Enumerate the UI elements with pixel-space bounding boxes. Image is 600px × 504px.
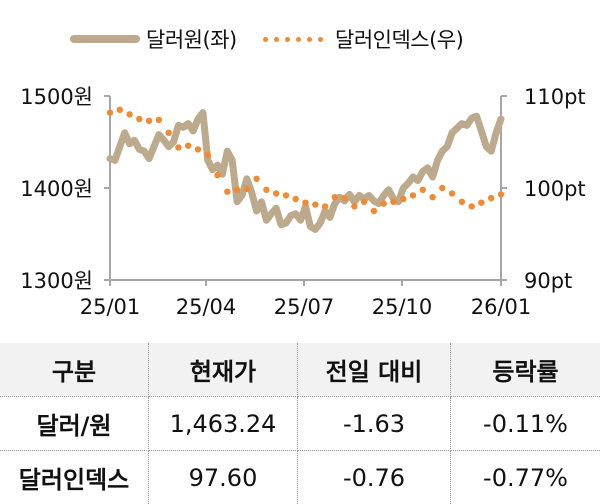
left-tick-1300: 1300원 [20,269,93,293]
row-rate: -0.11% [450,396,600,451]
x-tick-2501: 25/01 [80,295,141,319]
legend-label-krw: 달러원(좌) [146,28,237,52]
col-header-rate: 등락률 [450,343,600,397]
table-row: 달러/원 1,463.24 -1.63 -0.11% [0,396,600,451]
legend-line-swatch [70,35,140,43]
x-tick-2507: 25/07 [274,295,335,319]
right-tick-110: 110pt [524,85,586,109]
row-change: -1.63 [297,396,451,451]
row-rate: -0.77% [483,463,568,492]
row-change: -0.76 [297,450,451,504]
x-tick-2601: 26/01 [471,295,532,319]
col-header-price: 현재가 [148,343,298,397]
table-row: 달러인덱스 97.60 -0.76 -0.77% [0,450,600,504]
fx-table: 구분 현재가 전일 대비 등락률 달러/원 1,463.24 -1.63 -0.… [0,343,600,504]
x-tick-2510: 25/10 [372,295,433,319]
axes [104,95,507,286]
x-tick-2504: 25/04 [176,295,237,319]
series-krw-line [106,109,505,233]
row-price: 1,463.24 [148,396,298,451]
left-tick-1500: 1500원 [20,85,93,109]
left-tick-1400: 1400원 [20,177,93,201]
legend-dots-swatch [263,36,323,42]
legend-label-dxy: 달러인덱스(우) [335,28,464,52]
legend-item-dxy: 달러인덱스(우) [263,22,464,56]
col-header-change: 전일 대비 [297,343,451,397]
row-name: 달러인덱스 [0,450,149,504]
row-price: 97.60 [148,450,298,504]
right-tick-90: 90pt [524,269,572,293]
series-dxy-dots [106,106,505,215]
chart-legend: 달러원(좌) 달러인덱스(우) [0,22,600,56]
right-tick-100: 100pt [524,177,586,201]
row-name: 달러/원 [0,396,149,451]
table-header-row: 구분 현재가 전일 대비 등락률 [0,343,600,397]
legend-item-krw: 달러원(좌) [70,22,237,56]
col-header-category: 구분 [0,343,149,397]
fx-chart: 1500원 1400원 1300원 110pt 100pt 90pt 25/01… [20,85,586,319]
